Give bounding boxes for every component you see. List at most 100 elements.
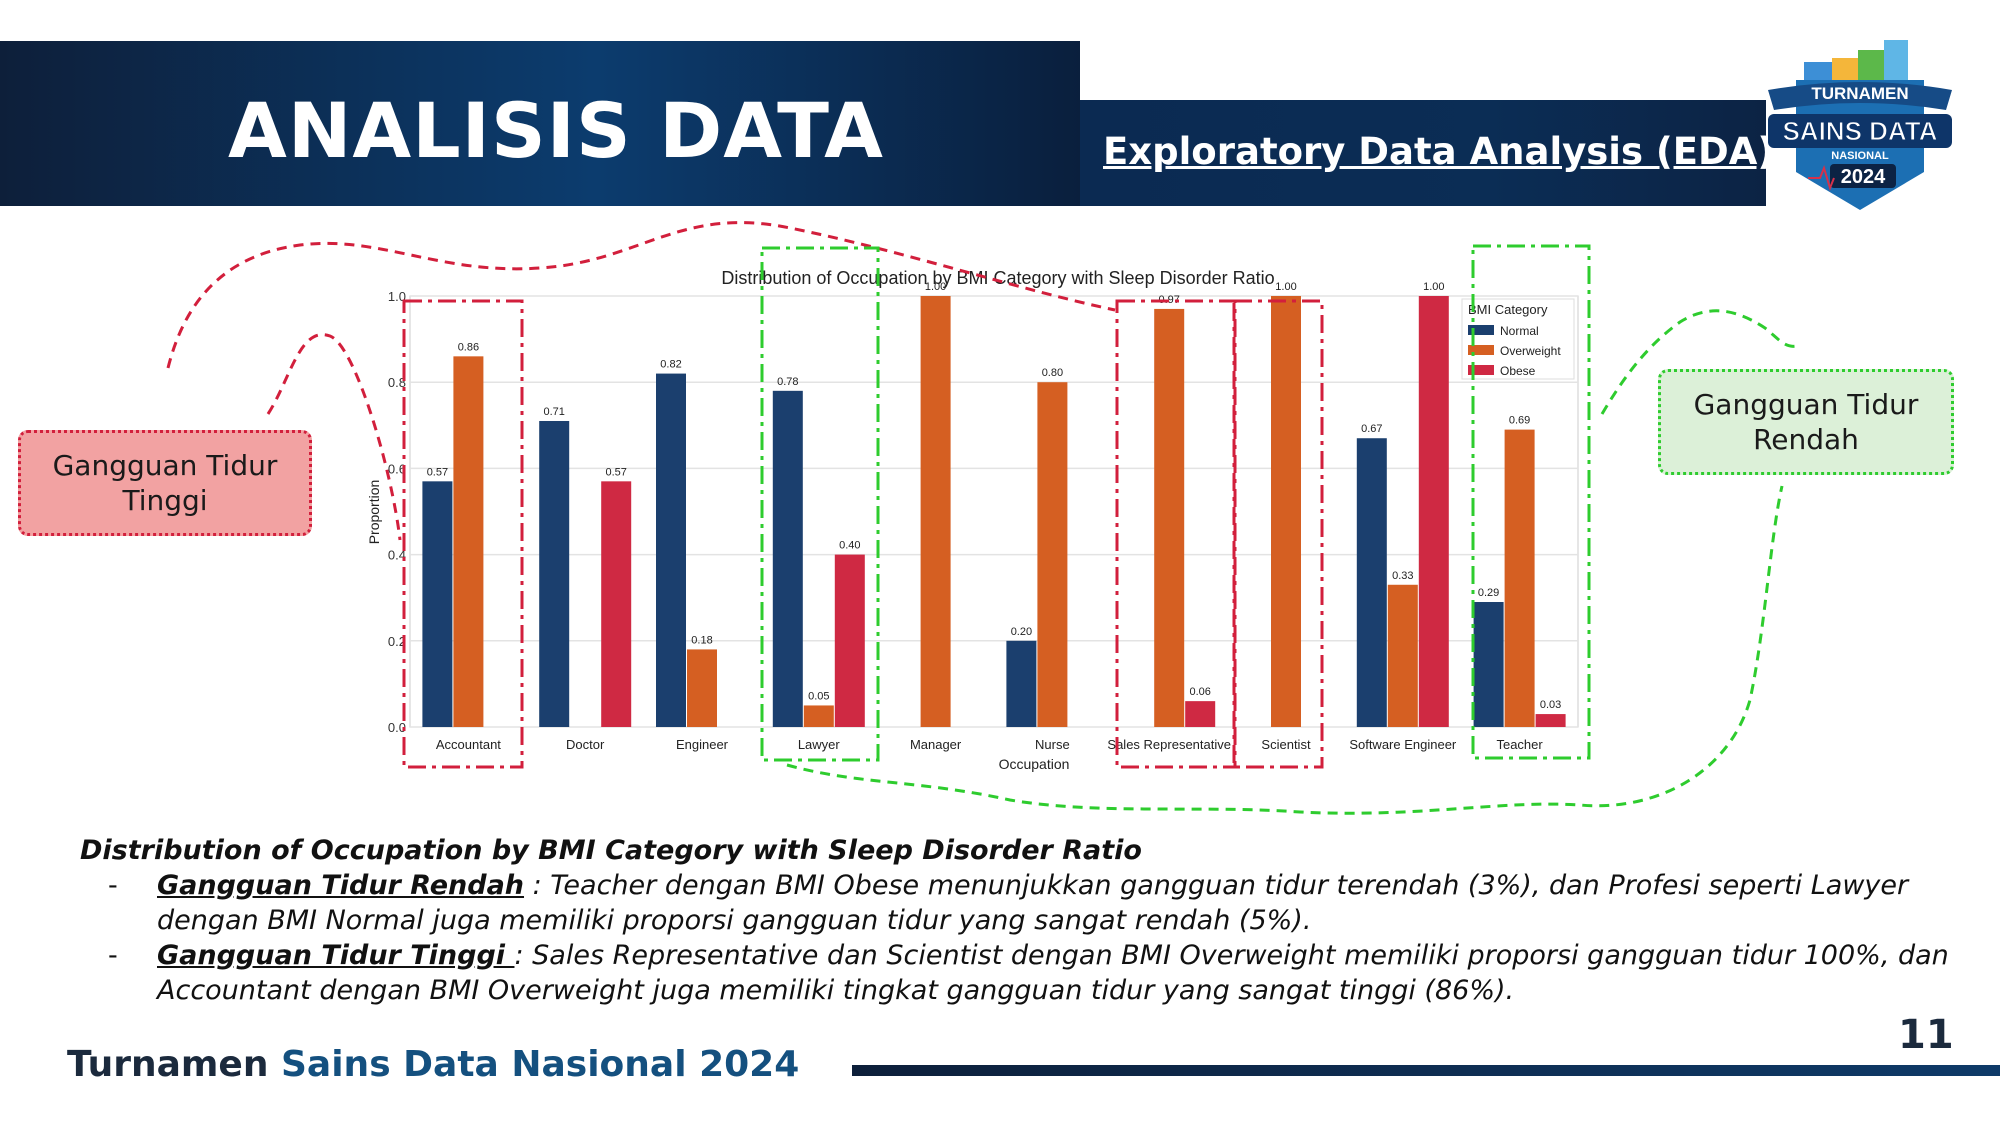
bar-overweight xyxy=(920,296,951,727)
note-heading-low: Gangguan Tidur Rendah xyxy=(157,870,525,901)
bar-overweight xyxy=(1037,382,1068,727)
bar-overweight xyxy=(1387,584,1418,727)
legend-entry: Normal xyxy=(1500,324,1539,338)
event-logo: TURNAMEN SAINS DATA NASIONAL 2024 xyxy=(1768,40,1952,210)
x-tick-label: Doctor xyxy=(566,737,605,752)
bar-normal xyxy=(1006,640,1037,727)
bar-overweight xyxy=(1504,429,1535,727)
bar-normal xyxy=(539,420,570,727)
note-dash: - xyxy=(108,870,118,901)
footer-text-part1: Turnamen xyxy=(67,1044,281,1085)
footer-line xyxy=(852,1065,2000,1076)
x-tick-label: Lawyer xyxy=(798,737,841,752)
svg-text:NASIONAL: NASIONAL xyxy=(1831,150,1889,162)
x-tick-label: Scientist xyxy=(1261,737,1311,752)
high-curve-top xyxy=(166,221,1116,369)
svg-text:TURNAMEN: TURNAMEN xyxy=(1811,84,1908,103)
page-number: 11 xyxy=(1898,1012,1954,1058)
bar-overweight xyxy=(453,356,484,727)
x-tick-label: Accountant xyxy=(436,737,501,752)
footer-brand: Turnamen Sains Data Nasional 2024 xyxy=(67,1044,799,1085)
annotation-low-text: Gangguan Tidur Rendah xyxy=(1693,388,1919,456)
highlight-scientist xyxy=(1232,299,1324,769)
bar-value-label: 0.80 xyxy=(1042,367,1063,379)
note-heading-high: Gangguan Tidur Tinggi xyxy=(157,940,515,971)
chart-title: Distribution of Occupation by BMI Catego… xyxy=(721,268,1274,288)
bar-value-label: 0.82 xyxy=(660,359,681,371)
x-tick-label: Teacher xyxy=(1496,737,1543,752)
bar-overweight xyxy=(1271,296,1301,727)
annotation-high-text: Gangguan Tidur Tinggi xyxy=(52,449,278,517)
bar-value-label: 0.29 xyxy=(1478,587,1499,599)
x-tick-label: Engineer xyxy=(676,737,729,752)
bar-obese xyxy=(601,481,632,727)
annotation-overlays xyxy=(166,221,1801,815)
section-subtitle: Exploratory Data Analysis (EDA) xyxy=(1103,130,1775,173)
bar-value-label: 0.86 xyxy=(458,341,479,353)
footer-text-part2: Sains Data Nasional 2024 xyxy=(281,1044,800,1085)
bar-normal xyxy=(772,390,803,727)
bar-value-label: 1.00 xyxy=(1423,281,1444,293)
bar-obese xyxy=(834,554,865,727)
legend-swatch xyxy=(1468,325,1494,335)
bar-value-label: 0.33 xyxy=(1392,570,1413,582)
y-tick-label: 0.0 xyxy=(388,720,406,735)
bar-value-label: 0.20 xyxy=(1011,626,1032,638)
bar-normal xyxy=(656,373,686,727)
bar-value-label: 0.18 xyxy=(691,634,712,646)
page-title: ANALISIS DATA xyxy=(228,86,884,175)
x-tick-label: Nurse xyxy=(1035,737,1070,752)
bar-overweight xyxy=(803,705,834,727)
y-tick-label: 0.8 xyxy=(388,375,406,390)
x-tick-label: Sales Representative xyxy=(1107,737,1231,752)
bar-value-label: 0.40 xyxy=(839,540,860,552)
bar-value-label: 0.05 xyxy=(808,690,829,702)
bar-value-label: 0.57 xyxy=(605,466,626,478)
chart-legend: BMI Category Normal Overweight Obese xyxy=(1461,298,1575,380)
y-tick-label: 1.0 xyxy=(388,289,406,304)
bar-value-label: 0.67 xyxy=(1361,423,1382,435)
legend-entry: Overweight xyxy=(1500,344,1561,358)
y-tick-label: 0.2 xyxy=(388,634,406,649)
bar-value-label: 0.97 xyxy=(1158,294,1179,306)
legend-swatch xyxy=(1468,345,1494,355)
bar-obese xyxy=(1535,714,1566,727)
x-tick-label: Manager xyxy=(910,737,962,752)
title-band xyxy=(0,41,1080,206)
bar-value-label: 0.03 xyxy=(1540,699,1561,711)
svg-text:SAINS DATA: SAINS DATA xyxy=(1782,116,1937,146)
notes-title: Distribution of Occupation by BMI Catego… xyxy=(80,835,1142,866)
bar-normal xyxy=(1356,438,1387,727)
y-tick-label: 0.4 xyxy=(388,548,406,563)
highlight-lawyer xyxy=(760,246,880,762)
highlight-accountant xyxy=(402,299,524,769)
annotation-high-sleep-disorder: Gangguan Tidur Tinggi xyxy=(18,430,312,536)
y-axis-label: Proportion xyxy=(366,480,382,545)
low-curve-right xyxy=(1600,309,1801,415)
high-curve-left xyxy=(266,333,402,541)
svg-text:2024: 2024 xyxy=(1841,166,1886,188)
bar-normal xyxy=(422,481,453,727)
y-tick-label: 0.6 xyxy=(388,461,406,476)
legend-entry: Obese xyxy=(1500,364,1536,378)
bar-value-label: 0.69 xyxy=(1509,415,1530,427)
note-text-high: : Sales Representative dan Scientist den… xyxy=(157,940,1949,1006)
bar-value-label: 0.57 xyxy=(427,466,448,478)
bar-value-label: 0.71 xyxy=(543,406,564,418)
note-item-high: - Gangguan Tidur Tinggi : Sales Represent… xyxy=(80,938,1960,1008)
bar-overweight xyxy=(1154,308,1185,727)
legend-swatch xyxy=(1468,365,1494,375)
bar-normal xyxy=(1473,602,1504,727)
bar-obese xyxy=(1185,701,1216,727)
bar-value-label: 1.00 xyxy=(1275,281,1296,293)
legend-title: BMI Category xyxy=(1468,302,1548,317)
subtitle-band xyxy=(1080,100,1766,206)
note-item-low: - Gangguan Tidur Rendah : Teacher dengan … xyxy=(80,868,1960,938)
annotation-low-sleep-disorder: Gangguan Tidur Rendah xyxy=(1658,369,1954,475)
note-dash: - xyxy=(108,940,118,971)
low-curve-bottom xyxy=(786,485,1784,815)
bar-overweight xyxy=(687,649,717,727)
bar-value-label: 0.78 xyxy=(777,376,798,388)
highlight-teacher xyxy=(1471,244,1591,760)
x-axis-label: Occupation xyxy=(999,756,1070,772)
